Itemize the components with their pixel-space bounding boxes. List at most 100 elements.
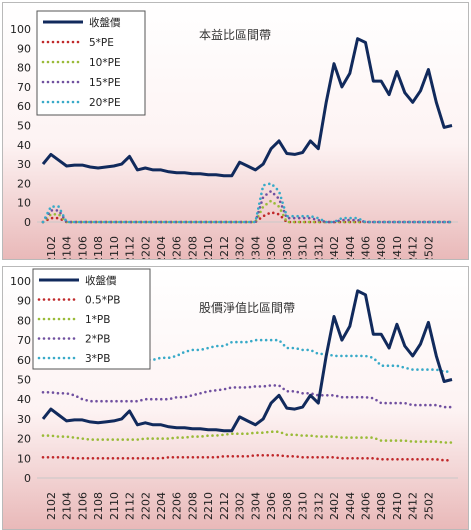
x-tick-label: 2202 — [139, 492, 152, 520]
y-tick-label: 40 — [17, 393, 31, 406]
legend-label: 15*PE — [89, 77, 121, 89]
y-tick-label: 20 — [17, 177, 31, 190]
x-tick-label: 2302 — [234, 492, 247, 520]
y-tick-label: 20 — [17, 433, 31, 446]
y-tick-label: 0 — [24, 216, 31, 229]
series-line-3 — [41, 189, 454, 224]
x-tick-label: 2312 — [312, 236, 325, 259]
series-line-3 — [41, 384, 454, 409]
x-tick-label: 2404 — [344, 236, 357, 259]
legend-label: 收盤價 — [89, 16, 121, 29]
legend-label: 1*PB — [85, 314, 110, 326]
y-tick-label: 60 — [17, 100, 31, 113]
legend-label: 收盤價 — [85, 274, 117, 287]
x-tick-label: 2306 — [265, 236, 278, 259]
x-tick-label: 2206 — [171, 492, 184, 520]
y-tick-label: 90 — [17, 295, 31, 308]
x-tick-label: 2208 — [186, 492, 199, 520]
legend-box — [32, 268, 151, 370]
legend-label: 20*PE — [89, 97, 121, 109]
x-tick-label: 2212 — [218, 492, 231, 520]
y-tick-label: 50 — [17, 120, 31, 133]
x-tick-label: 2304 — [249, 236, 262, 259]
x-tick-label: 2106 — [76, 236, 89, 259]
x-tick-label: 2210 — [202, 236, 215, 259]
x-tick-label: 2408 — [375, 492, 388, 520]
y-tick-label: 80 — [17, 62, 31, 75]
legend: 收盤價 0.5*PB 1*PB 2*PB 3*PB — [32, 268, 151, 370]
series-line-2 — [41, 199, 454, 224]
y-tick-label: 100 — [10, 275, 31, 288]
x-tick-label: 2110 — [108, 236, 121, 259]
x-tick-label: 2310 — [297, 492, 310, 520]
x-tick-label: 2108 — [92, 492, 105, 520]
pb-band-chart: 0 10 20 30 40 50 60 70 80 90 100 2102 2104 2106 2108 21… — [2, 266, 469, 530]
x-tick-label: 2210 — [202, 492, 215, 520]
x-tick-label: 2208 — [186, 236, 199, 259]
y-tick-label: 10 — [17, 197, 31, 210]
x-tick-label: 2204 — [155, 236, 168, 259]
x-tick-label: 2406 — [359, 236, 372, 259]
y-tick-label: 40 — [17, 139, 31, 152]
x-tick-label: 2204 — [155, 492, 168, 520]
x-tick-label: 2308 — [281, 492, 294, 520]
x-tick-label: 2104 — [61, 492, 74, 520]
series-line-4 — [41, 181, 454, 224]
x-tick-label: 2310 — [297, 236, 310, 259]
series-line-0 — [41, 289, 453, 433]
x-tick-label: 2408 — [375, 236, 388, 259]
y-tick-label: 80 — [17, 314, 31, 327]
y-tick-label: 10 — [17, 452, 31, 465]
series-line-1 — [41, 454, 454, 462]
y-tick-label: 50 — [17, 374, 31, 387]
x-tick-label: 2104 — [61, 236, 74, 259]
x-tick-label: 2402 — [328, 492, 341, 520]
series-line-1 — [41, 210, 454, 224]
x-tick-label: 2306 — [265, 492, 278, 520]
y-tick-label: 30 — [17, 158, 31, 171]
x-tick-label: 2112 — [124, 236, 137, 259]
x-tick-label: 2102 — [45, 236, 58, 259]
x-tick-label: 2410 — [391, 236, 404, 259]
y-tick-label: 70 — [17, 334, 31, 347]
x-tick-label: 2304 — [249, 492, 262, 520]
legend-label: 0.5*PB — [85, 295, 120, 307]
legend-label: 2*PB — [85, 334, 110, 346]
x-tick-label: 2502 — [422, 236, 435, 259]
x-tick-label: 2412 — [407, 236, 420, 259]
legend-label: 5*PE — [89, 37, 114, 49]
y-tick-label: 90 — [17, 42, 31, 55]
x-tick-label: 2404 — [344, 492, 357, 520]
chart-title: 股價淨值比區間帶 — [199, 300, 295, 315]
x-tick-label: 2308 — [281, 236, 294, 259]
x-tick-label: 2406 — [359, 492, 372, 520]
x-tick-label: 2410 — [391, 492, 404, 520]
y-tick-label: 0 — [24, 472, 31, 485]
x-tick-label: 2112 — [124, 492, 137, 520]
x-tick-label: 2312 — [312, 492, 325, 520]
legend-box — [36, 10, 146, 116]
x-tick-label: 2108 — [92, 236, 105, 259]
x-tick-label: 2212 — [218, 236, 231, 259]
y-tick-label: 70 — [17, 81, 31, 94]
x-tick-label: 2412 — [407, 492, 420, 520]
x-tick-label: 2402 — [328, 236, 341, 259]
x-tick-label: 2102 — [45, 492, 58, 520]
x-tick-label: 2502 — [422, 492, 435, 520]
y-tick-label: 60 — [17, 354, 31, 367]
x-tick-label: 2110 — [108, 492, 121, 520]
series-line-2 — [41, 430, 454, 444]
y-tick-label: 100 — [10, 23, 31, 36]
x-tick-label: 2206 — [171, 236, 184, 259]
pe-band-chart: 0 10 20 30 40 50 60 70 80 90 100 2102 2104 2106 2108 21… — [2, 2, 469, 260]
y-tick-label: 30 — [17, 413, 31, 426]
chart-title: 本益比區間帶 — [199, 28, 271, 42]
x-tick-label: 2202 — [139, 236, 152, 259]
x-tick-label: 2302 — [234, 236, 247, 259]
legend-label: 10*PE — [89, 57, 121, 69]
series-line-0 — [41, 37, 453, 178]
legend: 收盤價 5*PE 10*PE 15*PE 20*PE — [36, 10, 146, 116]
legend-label: 3*PB — [85, 353, 110, 365]
